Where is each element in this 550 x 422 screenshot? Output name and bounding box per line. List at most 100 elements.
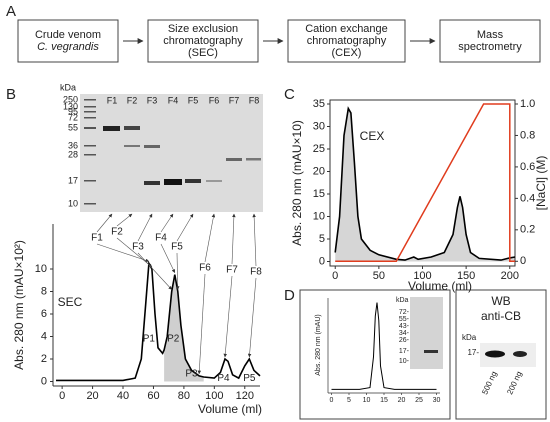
flow-text: (CEX) — [332, 47, 362, 59]
fraction-label: F5 — [171, 242, 183, 253]
connector — [252, 213, 257, 267]
connector — [197, 273, 206, 375]
gel-image — [80, 94, 263, 212]
x-tick-label: 20 — [86, 390, 98, 402]
wb-unit: kDa — [462, 333, 477, 342]
fraction-label: F7 — [226, 265, 238, 276]
panel-label: C — [284, 86, 295, 103]
fraction-label: F8 — [250, 267, 262, 278]
connector — [175, 252, 180, 290]
panel-label: A — [6, 3, 16, 20]
lane-label: F1 — [107, 95, 118, 105]
lane-label: F7 — [229, 95, 240, 105]
gel-marker: 34- — [399, 330, 410, 337]
flow-box — [147, 19, 259, 63]
y-tick-label: 4 — [41, 330, 47, 342]
y-tick-label: 8 — [41, 285, 47, 297]
y-tick-label: 20 — [313, 165, 325, 177]
gel-band — [424, 350, 438, 353]
x-tick-label: 40 — [117, 390, 129, 402]
x-tick-label: 10 — [363, 397, 371, 404]
y-tick-label: 35 — [313, 98, 325, 110]
x-tick-label: 60 — [147, 390, 159, 402]
lane-label: F3 — [147, 95, 158, 105]
flow-text: C. vegrandis — [37, 41, 99, 53]
blot-band — [485, 350, 505, 358]
connector — [223, 275, 233, 358]
connector — [137, 252, 172, 290]
x-tick-label: 0 — [330, 397, 334, 404]
flow-text: chromatography — [307, 35, 387, 47]
flow-box — [17, 19, 119, 63]
y-tick-label: 10 — [35, 263, 47, 275]
gel-unit: kDa — [60, 82, 76, 92]
connector — [160, 243, 176, 273]
fraction-label: F6 — [199, 263, 211, 274]
y2-tick-label: 0.4 — [520, 192, 535, 204]
gel-marker: 28 — [68, 149, 78, 159]
x-tick-label: 0 — [59, 390, 65, 402]
flow-box — [439, 19, 541, 63]
y2-tick-label: 0.8 — [520, 129, 535, 141]
y-axis-label: Abs. 280 nm (mAU×10²) — [12, 240, 26, 370]
gel-marker: 36 — [68, 140, 78, 150]
connector — [204, 213, 216, 263]
flow-box — [287, 19, 406, 63]
y2-tick-label: 0 — [520, 255, 526, 267]
x-tick-label: 0 — [332, 270, 338, 282]
x-tick-label: 100 — [413, 270, 431, 282]
y-tick-label: 10 — [313, 210, 325, 222]
gel-marker: 130 — [63, 101, 78, 111]
shaded-area — [164, 274, 204, 382]
y-tick-label: 25 — [313, 143, 325, 155]
y-tick-label: 2 — [41, 353, 47, 365]
y-tick-label: 0 — [319, 255, 325, 267]
connector — [96, 243, 150, 263]
panel-label: B — [6, 86, 16, 103]
chart-title: SEC — [58, 295, 83, 309]
fraction-label: F1 — [91, 233, 103, 244]
y-axis-label: Abs. 280 nm (mAU×10) — [290, 120, 304, 246]
data-line — [331, 302, 437, 390]
connector — [116, 213, 133, 227]
gel-marker: 250 — [63, 94, 78, 104]
lane-label: F8 — [249, 95, 260, 105]
lane-label: F4 — [168, 95, 179, 105]
peak-label: P3 — [185, 368, 198, 379]
x-tick-label: 150 — [457, 270, 475, 282]
x-tick-label: 30 — [433, 397, 441, 404]
x-tick-label: 50 — [373, 270, 385, 282]
gel-marker: 55 — [68, 122, 78, 132]
x-tick-label: 80 — [178, 390, 190, 402]
x-tick-label: 25 — [415, 397, 423, 404]
blot-band — [513, 351, 527, 357]
x-axis-label: Volume (ml) — [408, 279, 472, 293]
flow-text: Mass — [477, 29, 504, 41]
gel-marker: 72- — [399, 309, 410, 316]
panel-label: D — [284, 287, 295, 304]
shaded-area — [335, 108, 515, 262]
connector — [247, 277, 257, 358]
lane-label: F2 — [127, 95, 138, 105]
flow-text: spectrometry — [458, 41, 522, 53]
gel-marker: 17 — [68, 175, 78, 185]
connector — [160, 213, 174, 233]
data-line — [56, 260, 261, 382]
flow-text: Crude venom — [35, 29, 101, 41]
y-axis-label: Abs. 280 nm (mAU) — [315, 314, 322, 375]
x-tick-label: 100 — [205, 390, 223, 402]
wb-title: anti-CB — [481, 309, 521, 323]
gel-image — [410, 297, 443, 369]
gel-unit: kDa — [396, 297, 409, 304]
x-axis-label: Volume (ml) — [198, 402, 262, 416]
fraction-label: F3 — [132, 242, 144, 253]
lane-label: F5 — [188, 95, 199, 105]
connector — [137, 213, 153, 242]
x-tick-label: 120 — [236, 390, 254, 402]
data-line — [334, 106, 516, 261]
gel-marker: 55- — [399, 316, 410, 323]
flow-text: (SEC) — [188, 47, 218, 59]
gel-marker: 43- — [399, 323, 410, 330]
gel-marker: 72 — [68, 112, 78, 122]
